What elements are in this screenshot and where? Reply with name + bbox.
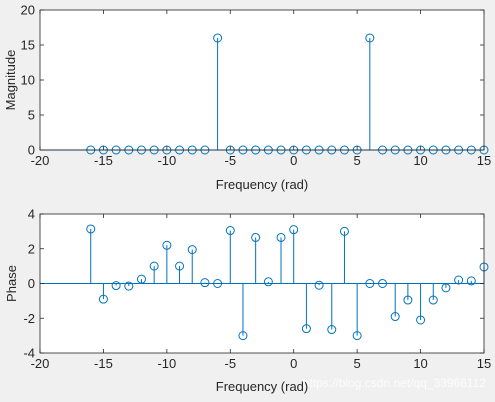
magnitude-y-tick-label: 0 xyxy=(28,143,35,158)
magnitude-x-tick-label: 5 xyxy=(354,153,361,168)
phase-x-tick-label: 5 xyxy=(354,356,361,371)
magnitude-plot-area xyxy=(40,10,484,150)
phase-x-tick-label: -15 xyxy=(94,356,113,371)
phase-y-tick-label: 2 xyxy=(28,241,35,256)
phase-stem-marker xyxy=(213,279,223,288)
phase-stem-marker xyxy=(301,324,311,334)
magnitude-x-tick-label: 0 xyxy=(290,153,297,168)
phase-stem-marker xyxy=(225,226,235,236)
phase-stem-marker xyxy=(378,279,388,288)
phase-y-tick-label: 0 xyxy=(28,276,35,291)
magnitude-y-tick-label: 20 xyxy=(21,3,35,18)
phase-stem-marker xyxy=(124,281,134,291)
phase-stem-marker xyxy=(466,276,476,286)
phase-stem-marker xyxy=(327,325,337,335)
phase-stem-marker xyxy=(390,312,400,322)
phase-stem-marker xyxy=(238,331,248,341)
phase-stem-marker xyxy=(441,283,451,293)
phase-x-tick-label: -5 xyxy=(225,356,237,371)
magnitude-y-axis-label: Magnitude xyxy=(3,50,18,111)
phase-x-tick-label: -10 xyxy=(157,356,176,371)
phase-stem-marker xyxy=(86,224,96,234)
phase-stem-marker xyxy=(416,315,426,325)
phase-stem-marker xyxy=(365,279,375,288)
phase-y-tick-label: 4 xyxy=(28,207,35,222)
magnitude-y-tick-label: 5 xyxy=(28,108,35,123)
phase-stem-marker xyxy=(352,331,362,341)
phase-stem-marker xyxy=(289,225,299,235)
phase-stem-marker xyxy=(98,294,108,304)
phase-stem-marker xyxy=(149,261,159,271)
phase-stems xyxy=(40,224,489,341)
magnitude-x-tick-label: 15 xyxy=(477,153,491,168)
magnitude-x-tick-label: -20 xyxy=(31,153,50,168)
magnitude-x-tick-label: -15 xyxy=(94,153,113,168)
magnitude-stem-marker xyxy=(213,33,223,43)
phase-stem-marker xyxy=(136,274,146,284)
phase-x-tick-label: 15 xyxy=(477,356,491,371)
phase-x-axis-label: Frequency (rad) xyxy=(216,379,308,394)
phase-stem-marker xyxy=(187,245,197,255)
phase-x-tick-label: 0 xyxy=(290,356,297,371)
phase-stem-marker xyxy=(263,277,273,287)
magnitude-subplot: -20 -15 -10 -5 0 5 10 15 0 5 10 15 20 Frequency (rad… xyxy=(3,3,491,193)
magnitude-x-tick-label: -5 xyxy=(225,153,237,168)
magnitude-axes: -20 -15 -10 -5 0 5 10 15 0 5 10 15 20 xyxy=(21,3,492,169)
phase-y-tick-label: -4 xyxy=(23,346,35,361)
phase-stem-marker xyxy=(276,232,286,242)
magnitude-y-tick-label: 10 xyxy=(21,73,35,88)
phase-x-tick-label: 10 xyxy=(413,356,427,371)
phase-stem-marker xyxy=(403,295,413,305)
magnitude-x-tick-label: -10 xyxy=(157,153,176,168)
magnitude-stem-marker xyxy=(365,33,375,43)
phase-stem-marker xyxy=(251,232,261,242)
phase-y-tick-label: -2 xyxy=(23,311,35,326)
phase-x-tick-label: -20 xyxy=(31,356,50,371)
phase-stem-marker xyxy=(454,275,464,285)
phase-stem-marker xyxy=(200,278,210,288)
phase-stem-marker xyxy=(428,295,438,305)
magnitude-y-tick-label: 15 xyxy=(21,38,35,53)
magnitude-x-axis-label: Frequency (rad) xyxy=(216,177,308,192)
watermark-text: https://blog.csdn.net/qq_33966112 xyxy=(303,376,487,390)
magnitude-x-tick-label: 10 xyxy=(413,153,427,168)
phase-stem-marker xyxy=(339,226,349,236)
phase-stem-marker xyxy=(162,240,172,250)
phase-y-axis-label: Phase xyxy=(4,265,19,302)
phase-stem-marker xyxy=(111,281,121,291)
phase-stem-marker xyxy=(314,280,324,290)
phase-stem-marker xyxy=(175,261,185,271)
